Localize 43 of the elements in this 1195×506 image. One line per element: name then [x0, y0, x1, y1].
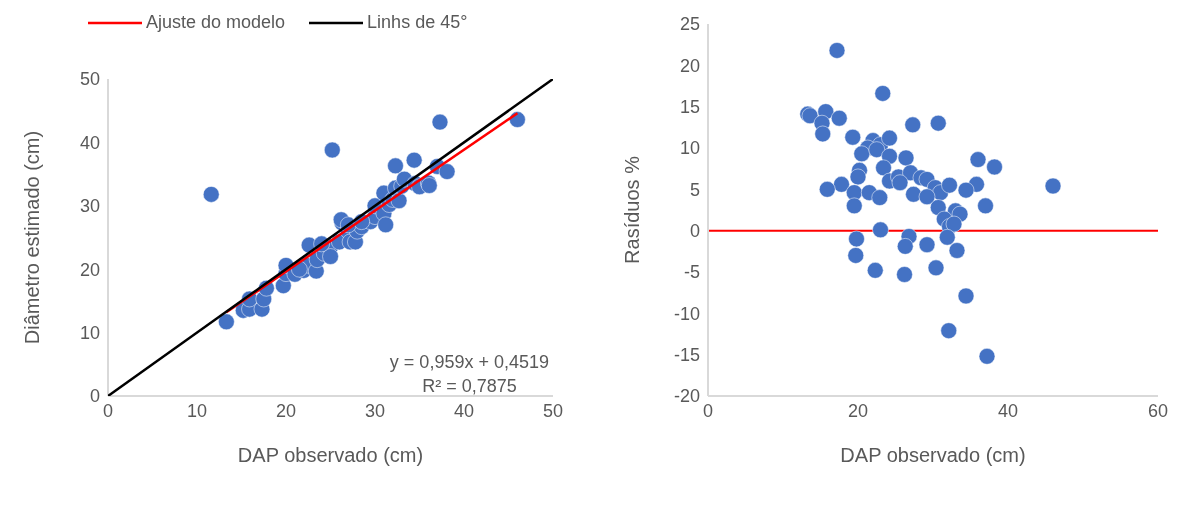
- x-tick-label: 0: [702, 400, 714, 421]
- y-tick-label: 0: [689, 221, 700, 242]
- annotation: y = 0,959x + 0,4519: [389, 351, 549, 374]
- x-axis-title: DAP observado (cm): [840, 444, 1026, 466]
- legend-label: Ajuste do modelo: [145, 12, 286, 33]
- y-tick-label: 20: [79, 259, 100, 280]
- point: [322, 248, 339, 265]
- y-tick-label: 0: [89, 386, 100, 407]
- y-axis-title: Diâmetro estimado (cm): [21, 130, 44, 345]
- y-tick-label: 20: [679, 55, 700, 76]
- y-tick-label: -10: [673, 303, 700, 324]
- y-tick-label: 5: [689, 179, 700, 200]
- y-tick-label: 50: [79, 69, 100, 90]
- point: [377, 216, 394, 234]
- point: [387, 157, 404, 175]
- y-tick-label: -5: [683, 262, 700, 283]
- x-tick-label: 50: [542, 400, 564, 421]
- point: [431, 113, 449, 131]
- x-axis-title: DAP observado (cm): [237, 444, 424, 466]
- annotation: R² = 0,7875: [421, 375, 518, 398]
- x-tick-label: 60: [1147, 400, 1169, 421]
- point: [405, 151, 423, 169]
- y-tick-label: 15: [679, 97, 700, 118]
- point: [202, 186, 220, 203]
- y-tick-label: 40: [79, 132, 100, 153]
- x-tick-label: 30: [364, 400, 386, 421]
- x-tick-label: 40: [453, 400, 475, 421]
- y-tick-label: 30: [79, 196, 100, 217]
- y-tick-label: 25: [679, 14, 700, 35]
- y-tick-label: -15: [673, 345, 700, 366]
- point: [218, 313, 235, 331]
- x-tick-label: 20: [847, 400, 869, 421]
- point: [324, 141, 341, 159]
- x-tick-label: 20: [275, 400, 297, 421]
- point: [438, 163, 456, 180]
- y-tick-label: 10: [79, 322, 100, 343]
- y-axis-title: Rasíduos %: [621, 155, 644, 264]
- y-tick-label: 10: [679, 138, 700, 159]
- x-tick-label: 40: [997, 400, 1019, 421]
- x-tick-label: 0: [102, 400, 114, 421]
- legend-label: Linhs de 45°: [366, 12, 468, 33]
- y-tick-label: -20: [673, 386, 700, 407]
- x-tick-label: 10: [186, 400, 208, 421]
